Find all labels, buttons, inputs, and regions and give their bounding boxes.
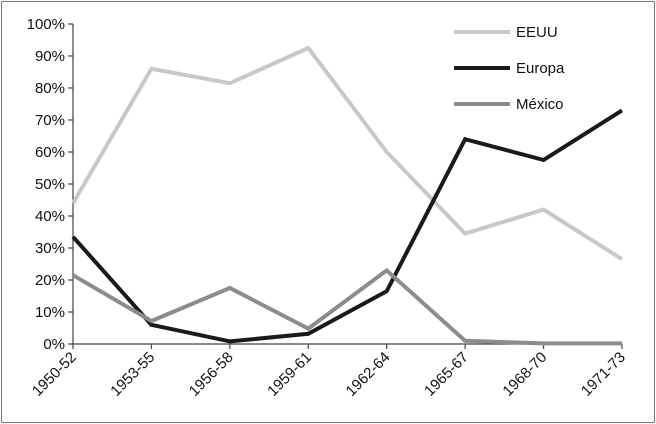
x-tick-label: 1965-67 — [421, 349, 472, 400]
series-line-europa — [71, 108, 624, 344]
legend: EEUU Europa México — [454, 24, 565, 113]
y-tick-label: 80% — [35, 80, 65, 97]
series-layer — [71, 45, 624, 346]
series-line-méxico — [71, 267, 622, 346]
x-tick-label: 1953-55 — [107, 349, 158, 400]
y-tick-label: 70% — [35, 112, 65, 129]
x-tick-label: 1971-73 — [578, 349, 629, 400]
x-axis: 1950-52 1953-55 1956-58 1959-61 1962-64 1965-… — [29, 343, 629, 400]
x-tick-label: 1962-64 — [343, 349, 394, 400]
legend-label: Europa — [516, 60, 565, 77]
y-tick-label: 60% — [35, 144, 65, 161]
y-tick-label: 100% — [27, 16, 65, 33]
x-tick-label: 1968-70 — [499, 349, 550, 400]
x-tick-label: 1959-61 — [264, 349, 315, 400]
y-axis: 0% 10% 20% 30% 40% 50% 60% 70% 80% 90% 100% — [27, 16, 74, 353]
y-tick-label: 40% — [35, 208, 65, 225]
y-tick-label: 30% — [35, 240, 65, 257]
series-line-eeuu — [71, 45, 624, 261]
legend-label: México — [516, 96, 564, 113]
y-tick-label: 90% — [35, 48, 65, 65]
legend-label: EEUU — [516, 24, 558, 41]
x-tick-label: 1956-58 — [186, 349, 237, 400]
x-tick-label: 1950-52 — [29, 349, 80, 400]
y-tick-label: 50% — [35, 176, 65, 193]
y-tick-label: 20% — [35, 272, 65, 289]
y-tick-label: 0% — [43, 336, 65, 353]
y-tick-label: 10% — [35, 304, 65, 321]
